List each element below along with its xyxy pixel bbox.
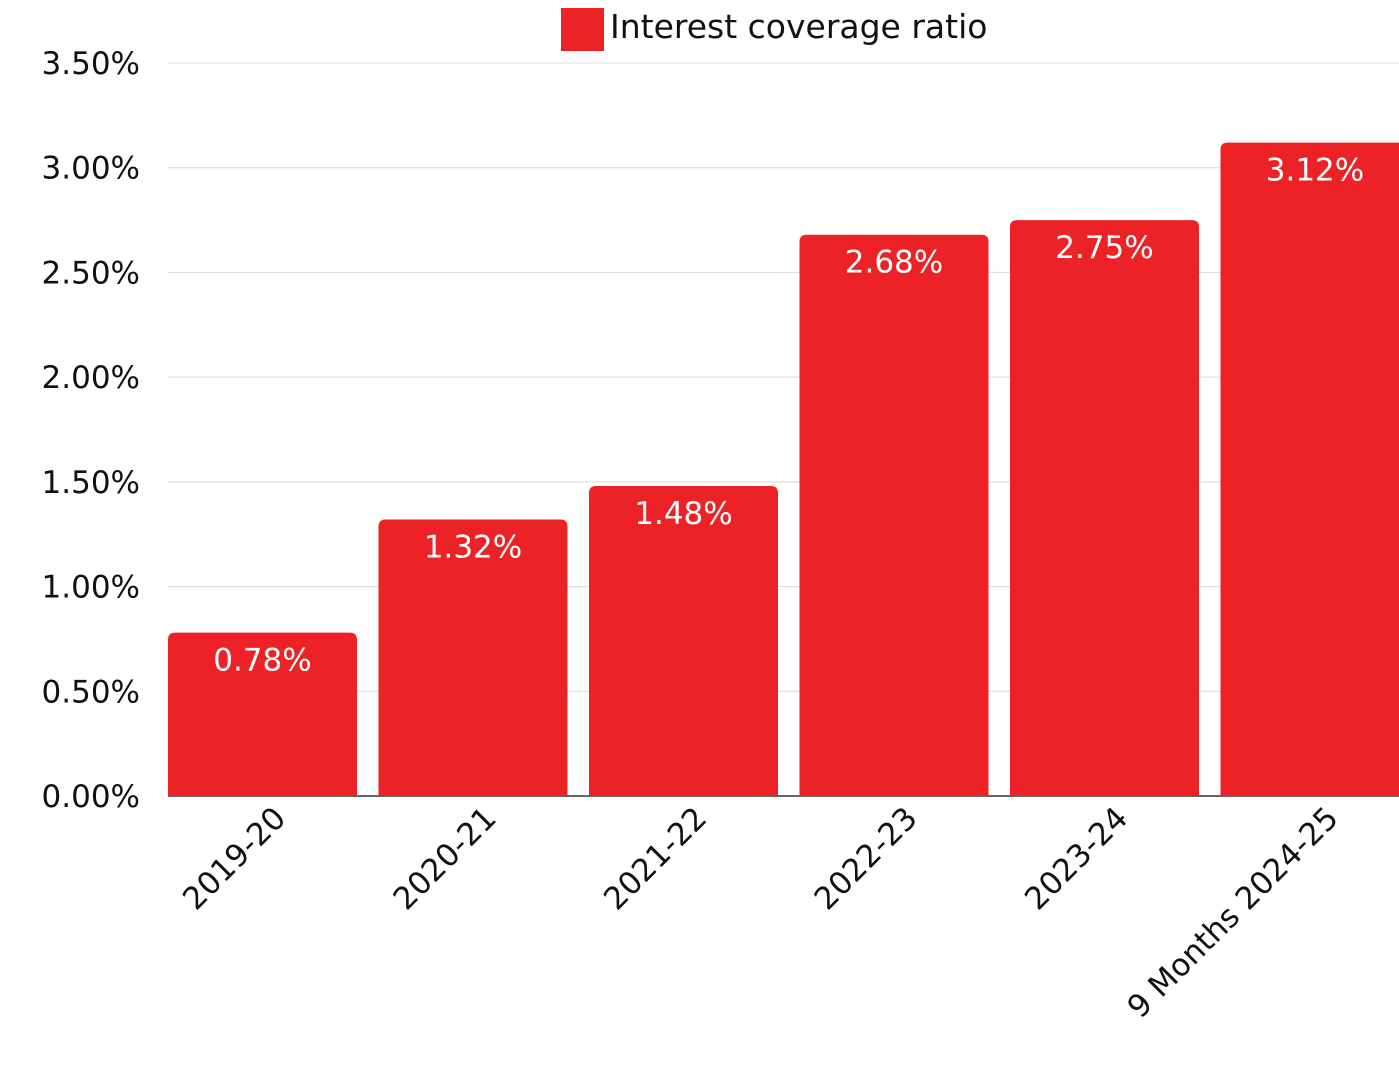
bar bbox=[589, 486, 778, 796]
legend-swatch bbox=[561, 8, 604, 51]
data-label: 1.48% bbox=[634, 496, 732, 532]
y-tick-label: 0.00% bbox=[42, 779, 140, 815]
bar bbox=[1220, 142, 1399, 796]
y-tick-label: 3.00% bbox=[42, 151, 140, 187]
legend: Interest coverage ratio bbox=[561, 7, 987, 51]
y-tick-label: 2.00% bbox=[42, 360, 140, 396]
x-tick-label: 2023-24 bbox=[1018, 800, 1135, 917]
data-label: 1.32% bbox=[424, 530, 522, 566]
x-tick-label: 2019-20 bbox=[176, 800, 293, 917]
y-tick-label: 3.50% bbox=[42, 46, 140, 82]
data-label: 2.68% bbox=[845, 245, 943, 281]
bar bbox=[799, 234, 989, 796]
x-tick-label: 9 Months 2024-25 bbox=[1121, 800, 1346, 1025]
data-label: 2.75% bbox=[1055, 230, 1153, 266]
data-label: 3.12% bbox=[1266, 153, 1364, 189]
y-axis-tick-labels: 0.00% 0.50% 1.00% 1.50% 2.00% 2.50% 3.00% 3.50% bbox=[42, 46, 140, 815]
legend-label: Interest coverage ratio bbox=[610, 7, 987, 46]
y-tick-label: 0.50% bbox=[42, 674, 140, 710]
x-tick-label: 2022-23 bbox=[808, 800, 925, 917]
y-tick-label: 1.00% bbox=[42, 570, 140, 606]
x-axis-tick-labels: 2019-20 2020-21 2021-22 2022-23 2023-249 Mon… bbox=[176, 800, 1346, 1025]
bar bbox=[168, 632, 357, 796]
y-tick-label: 1.50% bbox=[42, 465, 140, 501]
x-tick-label: 2021-22 bbox=[597, 800, 714, 917]
x-tick-label: 2020-21 bbox=[387, 800, 504, 917]
bar bbox=[378, 519, 568, 796]
data-labels: 0.78% 1.32% 1.48% 2.68% 2.75% 3.12% bbox=[213, 153, 1364, 679]
y-tick-label: 2.50% bbox=[42, 255, 140, 291]
data-label: 0.78% bbox=[213, 643, 311, 679]
bar bbox=[1010, 220, 1199, 797]
bars bbox=[168, 142, 1399, 797]
